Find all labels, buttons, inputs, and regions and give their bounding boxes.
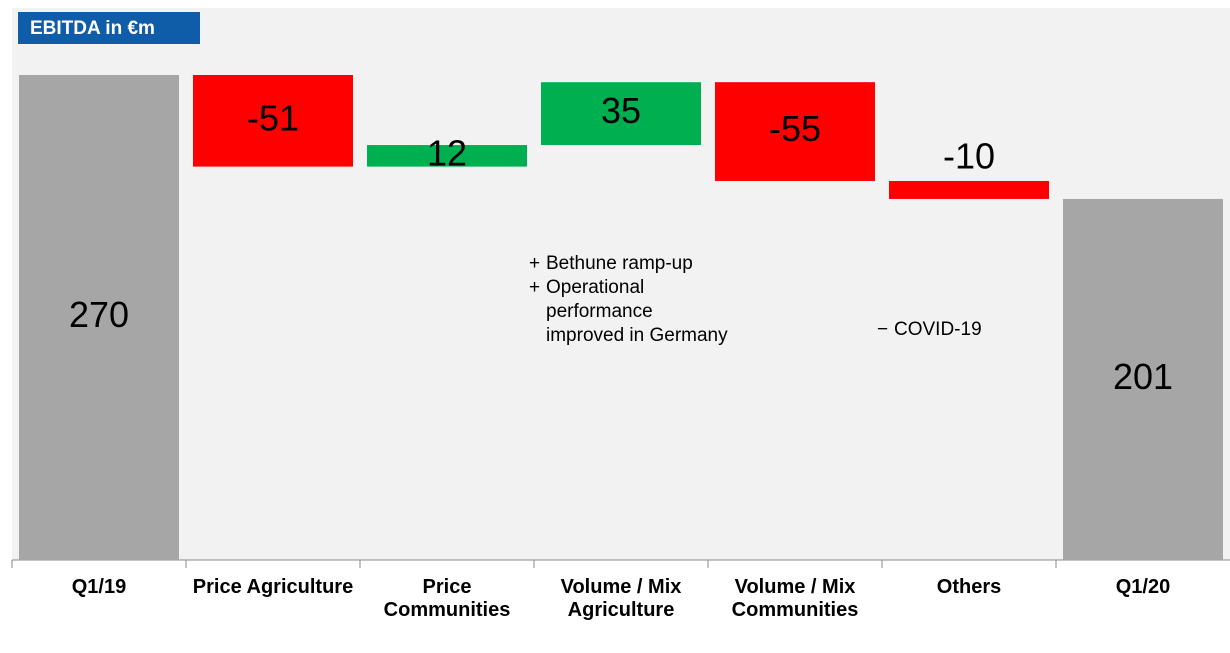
annotation: − COVID-19 — [877, 318, 1077, 342]
bar — [889, 180, 1049, 199]
value-label: 270 — [69, 294, 129, 335]
bar — [1063, 198, 1223, 560]
x-tick-label: Price Agriculture — [192, 576, 354, 598]
value-label: -10 — [943, 135, 995, 176]
value-label: 201 — [1113, 356, 1173, 397]
annotation: + Bethune ramp-up + Operational performance… — [529, 252, 729, 348]
bar — [193, 75, 353, 167]
value-label: 12 — [427, 132, 467, 173]
x-label-box: Volume / Mix Communities — [731, 576, 859, 621]
x-label-box: Others — [936, 576, 1002, 598]
x-tick-label: Volume / Mix Agriculture — [560, 576, 682, 621]
bar — [19, 75, 179, 560]
value-label: -51 — [247, 97, 299, 138]
title-box — [18, 12, 200, 44]
bar — [541, 82, 701, 146]
annotation-text: COVID-19 — [894, 319, 982, 340]
x-tick-label: Others — [936, 576, 1002, 598]
annotation-marker: − — [877, 319, 889, 340]
x-tick-label: Q1/20 — [1115, 576, 1171, 598]
x-label-box: Q1/20 — [1115, 576, 1171, 598]
x-tick-label: Price Communities — [383, 576, 511, 621]
annotation-item: + Bethune ramp-up — [529, 252, 729, 276]
annotation-item: + Operational performance improved in Ger… — [529, 276, 729, 348]
annotation-marker: + — [529, 253, 541, 274]
annotation-text: Bethune ramp-up — [546, 253, 693, 274]
x-label-box: Price Agriculture — [192, 576, 354, 598]
x-tick-label: Q1/19 — [71, 576, 127, 598]
chart-title: EBITDA in €m — [30, 18, 155, 39]
bar — [367, 145, 527, 167]
x-label-box: Price Communities — [383, 576, 511, 621]
annotation-marker: + — [529, 277, 541, 298]
value-label: 35 — [601, 90, 641, 131]
bar — [715, 82, 875, 181]
x-label-box: Volume / Mix Agriculture — [560, 576, 682, 621]
annotation-box: + Bethune ramp-up+ Operational performance… — [529, 252, 729, 348]
annotation-text: Operational performance improved in Germ… — [546, 277, 728, 346]
annotation-box: − COVID-19 — [877, 318, 1077, 342]
annotation-item: − COVID-19 — [877, 318, 1077, 342]
x-tick-label: Volume / Mix Communities — [731, 576, 859, 621]
x-label-box: Q1/19 — [71, 576, 127, 598]
value-label: -55 — [769, 108, 821, 149]
